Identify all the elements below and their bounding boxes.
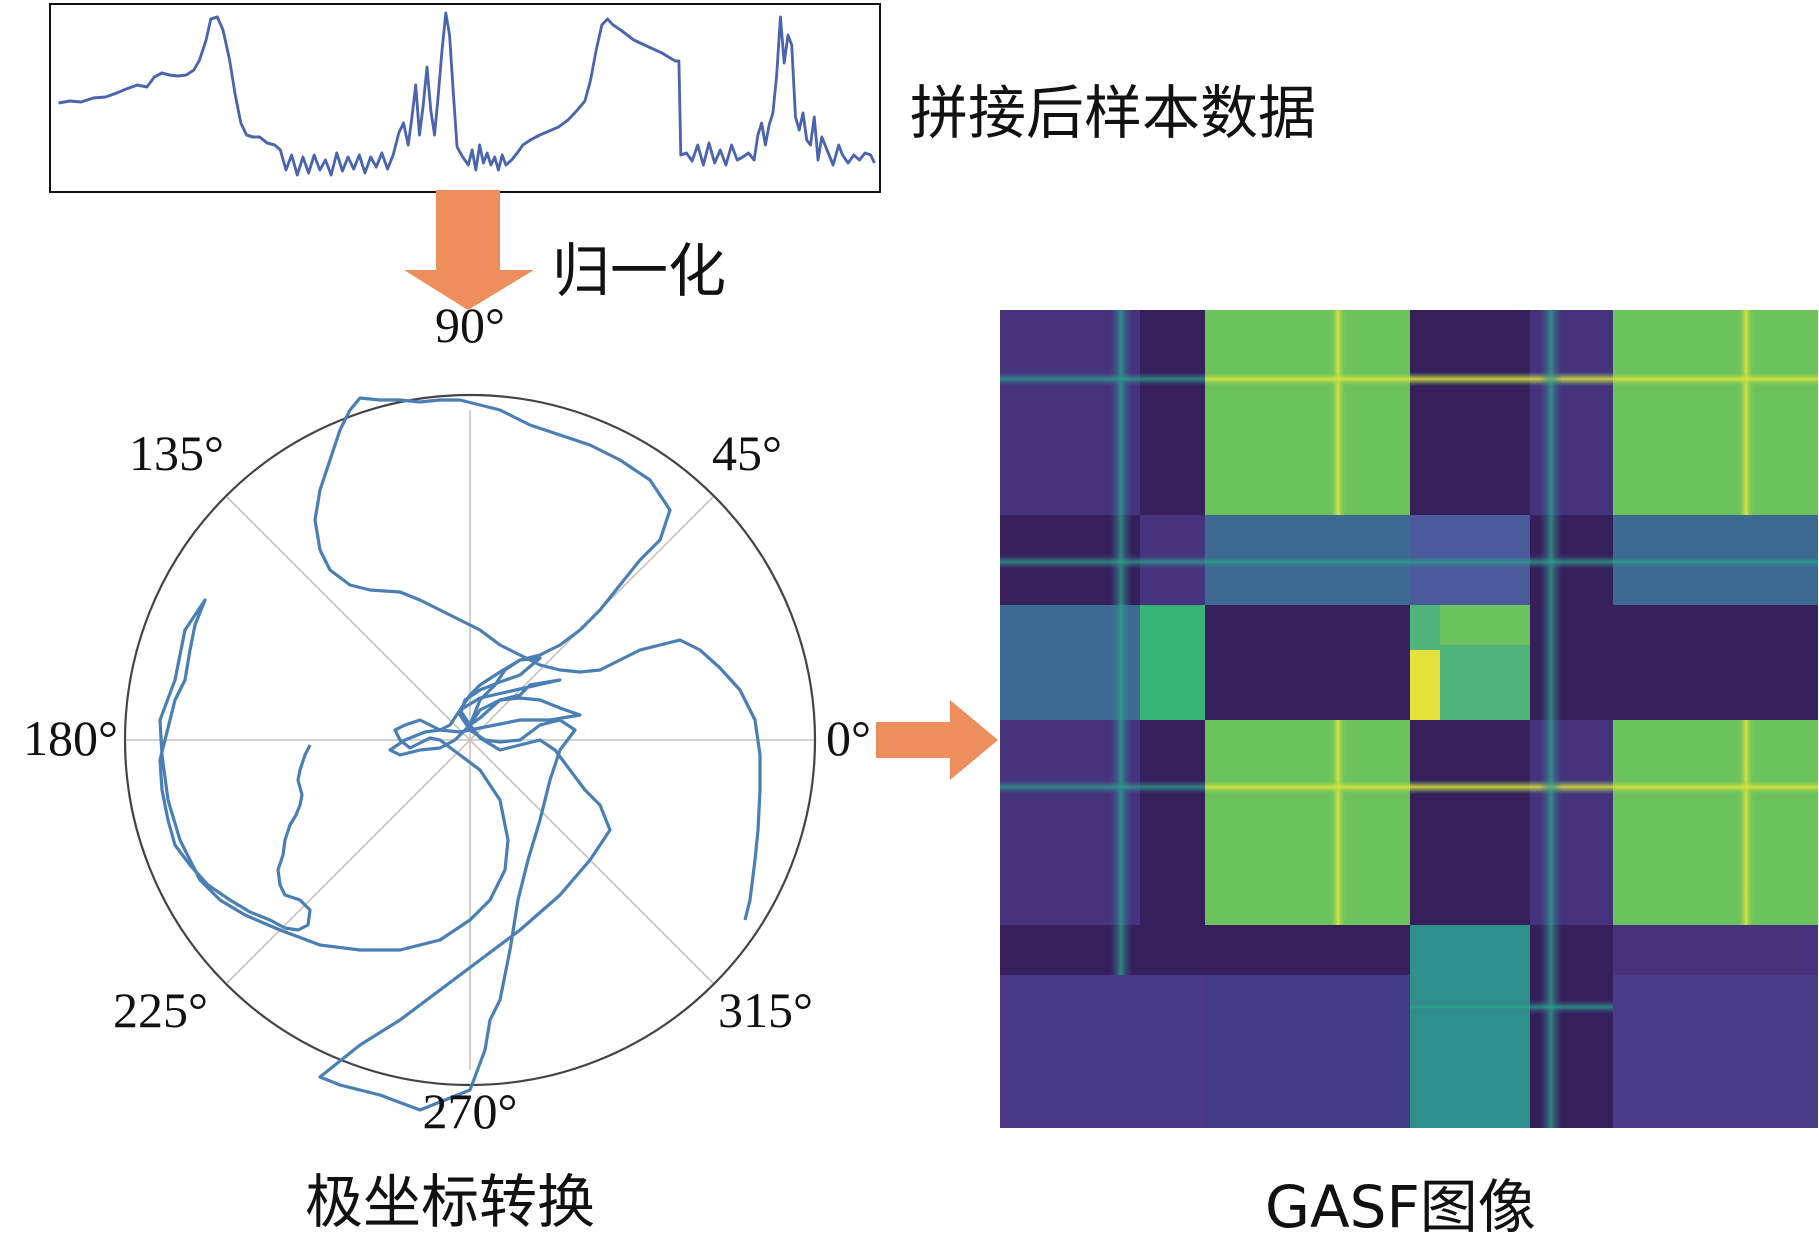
normalize-label: 归一化 [552,237,727,305]
angle-label-270: 270° [423,1083,518,1139]
angle-label-135: 135° [129,425,224,481]
gasf-image-label: GASF图像 [1265,1173,1536,1241]
signal-trace [58,11,876,177]
angle-label-315: 315° [718,982,813,1038]
arrow-right [876,700,998,780]
polar-angle-labels: 90° 45° 0° 315° 270° 225° 180° 135° [23,300,871,1139]
gasf-center-block [1410,605,1530,720]
gasf-image [1000,310,1818,1128]
gasf-block-bottom-left [1000,975,1205,1128]
arrow-down [404,190,534,310]
polar-grid [125,410,815,1070]
gasf-block-bottom-right [1613,975,1818,1128]
angle-label-90: 90° [435,300,505,353]
polar-transform-label: 极坐标转换 [305,1168,596,1236]
signal-plot [58,11,876,177]
gasf-block-bottom-mid [1205,975,1410,1128]
angle-label-45: 45° [712,425,782,481]
gasf-green-blocks [1205,310,1818,925]
signal-panel [49,3,881,193]
polar-outer-circle [123,393,817,1087]
stitched-data-label: 拼接后样本数据 [910,79,1317,147]
polar-trace [158,396,762,1112]
angle-label-180: 180° [23,710,118,766]
angle-label-0: 0° [826,710,871,766]
gasf-yellow-stripes [1205,310,1818,925]
gasf-block-left-mid [1140,605,1205,720]
angle-label-225: 225° [113,982,208,1038]
polar-plot: 90° 45° 0° 315° 270° 225° 180° 135° [23,300,871,1139]
